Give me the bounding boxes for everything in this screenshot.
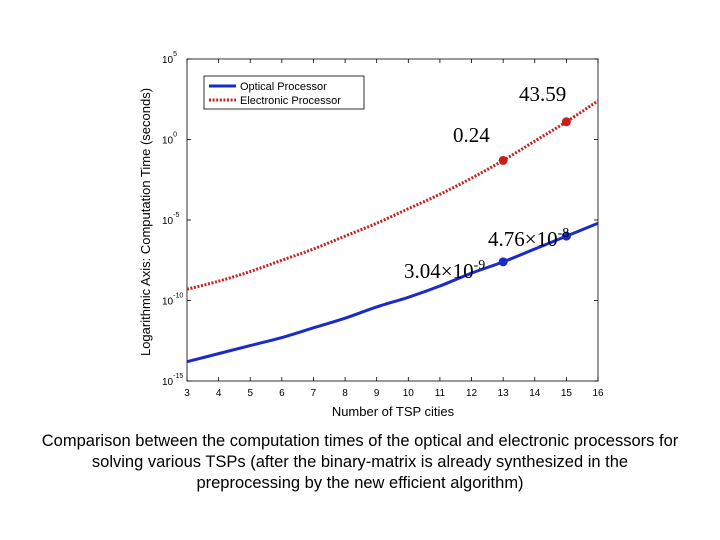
annotation-0-24: 0.24 [453,123,490,147]
x-tick-label: 9 [374,388,380,399]
x-axis-title: Number of TSP cities [332,404,455,419]
y-tick-exponent: -10 [173,293,183,300]
y-tick-base: 10 [162,297,174,308]
x-tick-label: 16 [592,388,604,399]
y-axis-title: Logarithmic Axis: Computation Time (seco… [138,88,153,356]
data-point-marker [561,117,571,127]
data-point-marker [498,155,508,165]
x-tick-label: 13 [498,388,510,399]
y-tick-label: 100 [162,132,177,147]
data-point-marker [498,257,508,267]
x-tick-label: 14 [529,388,541,399]
x-tick-label: 8 [342,388,348,399]
annotation-43-59: 43.59 [519,82,566,106]
x-tick-label: 7 [311,388,317,399]
legend: Optical Processor Electronic Processor [203,75,365,110]
y-tick-exponent: -15 [173,373,183,380]
legend-label-electronic: Electronic Processor [240,95,341,107]
figure-caption: Comparison between the computation times… [41,432,679,492]
legend-box [203,75,365,110]
annotation-3-04e-9: 3.04×10-9 [404,258,485,283]
x-tick-label: 5 [247,388,253,399]
x-tick-label: 6 [279,388,285,399]
x-tick-label: 4 [216,388,222,399]
x-tick-label: 15 [561,388,573,399]
plot-area [186,58,599,382]
y-tick-exponent: -5 [173,212,179,219]
highlight-markers [498,117,571,267]
y-tick-base: 10 [162,55,174,66]
y-tick-label: 10-5 [162,212,179,227]
series-lines [186,99,599,364]
y-tick-label: 105 [162,51,177,66]
y-tick-label: 10-10 [162,293,183,308]
optical-processor-line [186,221,599,364]
y-tick-exponent: 5 [173,51,177,58]
x-axis: 3 4 5 6 7 8 9 10 11 12 13 14 15 16 [184,59,604,399]
x-tick-label: 11 [435,388,446,399]
y-tick-label: 10-15 [162,373,183,388]
y-tick-exponent: 0 [173,132,177,139]
x-tick-label: 10 [403,388,415,399]
x-tick-label: 12 [466,388,478,399]
y-tick-base: 10 [162,377,174,388]
annotation-4-76e-8: 4.76×10-8 [488,226,569,251]
y-tick-base: 10 [162,216,174,227]
y-tick-base: 10 [162,136,174,147]
legend-label-optical: Optical Processor [240,81,327,93]
electronic-processor-line [186,99,599,291]
x-tick-label: 3 [184,388,190,399]
data-point-marker [561,231,571,241]
